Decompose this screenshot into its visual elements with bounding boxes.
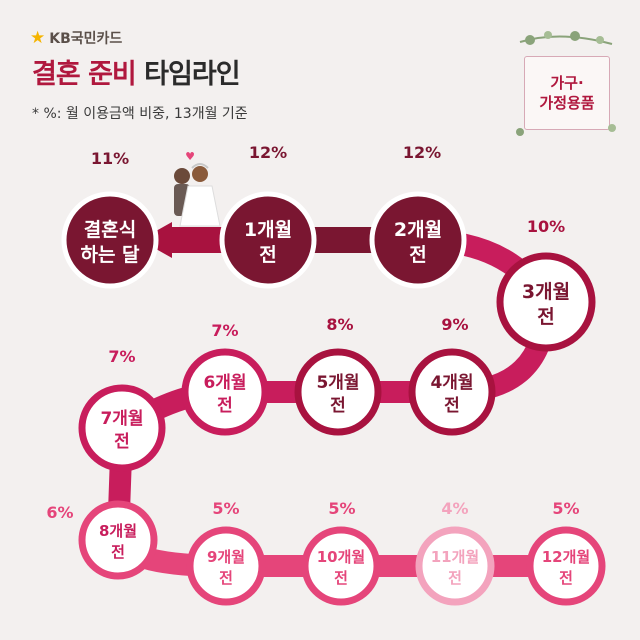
logo-text: KB국민카드 bbox=[49, 31, 123, 47]
month-label-suffix: 하는 달 bbox=[80, 244, 140, 266]
timeline-track bbox=[107, 222, 577, 577]
percent-label: 5% bbox=[328, 499, 355, 518]
svg-text:♥: ♥ bbox=[185, 150, 195, 163]
percent-label: 6% bbox=[46, 503, 73, 522]
percent-label: 7% bbox=[108, 347, 135, 366]
leaf-icon bbox=[544, 31, 552, 39]
badge-line1: 가구· bbox=[550, 74, 584, 92]
percent-label: 4% bbox=[441, 499, 468, 518]
track-segment bbox=[107, 529, 237, 577]
month-label: 7개월 bbox=[100, 409, 143, 429]
month-label: 3개월 bbox=[522, 281, 570, 303]
timeline-circle bbox=[526, 526, 606, 606]
percent-label: 12% bbox=[403, 143, 441, 162]
month-label: 2개월 bbox=[394, 219, 442, 241]
leaf-icon bbox=[596, 36, 604, 44]
leaf-icon bbox=[516, 128, 524, 136]
month-label-suffix: 전 bbox=[448, 569, 462, 587]
timeline-circle bbox=[78, 500, 158, 580]
percent-label: 12% bbox=[249, 143, 287, 162]
leaf-branch-icon bbox=[519, 35, 613, 45]
month-label-suffix: 전 bbox=[409, 244, 426, 266]
percent-label: 5% bbox=[212, 499, 239, 518]
timeline-circle bbox=[369, 191, 467, 289]
leaf-icon bbox=[525, 35, 535, 45]
title-rest: 타임라인 bbox=[144, 59, 240, 90]
arrow-left-icon bbox=[140, 222, 172, 258]
month-label: 1개월 bbox=[244, 219, 292, 241]
star-icon: ★ bbox=[30, 27, 46, 48]
subtitle-note: * %: 월 이용금액 비중, 13개월 기준 bbox=[32, 106, 248, 122]
kb-logo: ★ KB국민카드 bbox=[30, 28, 122, 48]
month-label: 6개월 bbox=[203, 373, 246, 393]
month-label: 10개월 bbox=[317, 548, 365, 566]
month-label-suffix: 전 bbox=[537, 306, 554, 328]
month-label-suffix: 전 bbox=[259, 244, 276, 266]
month-label-suffix: 전 bbox=[444, 396, 460, 416]
month-label-suffix: 전 bbox=[217, 396, 233, 416]
timeline-circle bbox=[408, 348, 496, 436]
month-label-suffix: 전 bbox=[114, 432, 130, 452]
month-label: 5개월 bbox=[316, 373, 359, 393]
percent-label: 10% bbox=[527, 217, 565, 236]
timeline-circle bbox=[61, 191, 159, 289]
badge-line2: 가정용품 bbox=[539, 94, 595, 112]
percent-label: 9% bbox=[441, 315, 468, 334]
percent-label: 5% bbox=[552, 499, 579, 518]
timeline-circle bbox=[78, 384, 166, 472]
month-label: 12개월 bbox=[542, 548, 590, 566]
month-label-suffix: 전 bbox=[334, 569, 348, 587]
timeline-circle bbox=[496, 252, 596, 352]
percent-label: 7% bbox=[211, 321, 238, 340]
percent-label: 8% bbox=[326, 315, 353, 334]
category-badge: 가구· 가정용품 bbox=[524, 56, 610, 130]
month-label: 4개월 bbox=[430, 373, 473, 393]
track-segment bbox=[441, 291, 557, 403]
track-segment bbox=[111, 381, 236, 439]
leaf-icon bbox=[570, 31, 580, 41]
month-label: 9개월 bbox=[207, 548, 245, 566]
month-label-suffix: 전 bbox=[111, 543, 125, 561]
track-segment bbox=[407, 229, 557, 313]
title-highlight: 결혼 준비 bbox=[32, 59, 137, 90]
page-title: 결혼 준비 타임라인 bbox=[32, 52, 241, 91]
timeline-circle bbox=[301, 526, 381, 606]
month-label-suffix: 전 bbox=[330, 396, 346, 416]
month-label-suffix: 전 bbox=[219, 569, 233, 587]
timeline-circle bbox=[181, 348, 269, 436]
timeline-circle bbox=[415, 526, 495, 606]
timeline-circle bbox=[186, 526, 266, 606]
month-label-suffix: 전 bbox=[559, 569, 573, 587]
month-label: 결혼식 bbox=[84, 218, 136, 241]
wedding-couple-icon: ♥ bbox=[174, 150, 221, 227]
timeline-circle bbox=[294, 348, 382, 436]
track-segment bbox=[107, 417, 133, 551]
month-label: 11개월 bbox=[431, 548, 479, 566]
percent-label: 11% bbox=[91, 149, 129, 168]
month-label: 8개월 bbox=[99, 522, 137, 540]
timeline-circle bbox=[219, 191, 317, 289]
